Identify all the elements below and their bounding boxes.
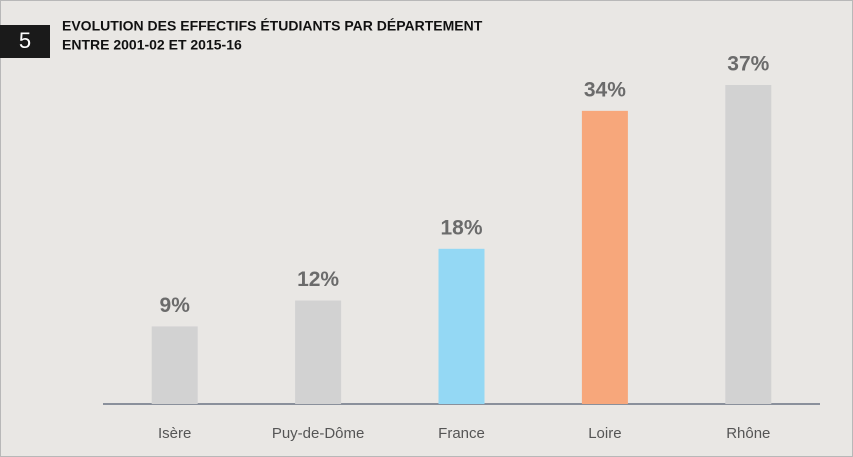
data-label: 18% <box>440 216 482 239</box>
bar <box>438 248 485 404</box>
x-tick-label: France <box>438 425 485 442</box>
figure-number: 5 <box>19 28 31 53</box>
bar <box>295 300 342 404</box>
chart-title: ENTRE 2001-02 ET 2015-16 <box>62 37 242 53</box>
data-label: 34% <box>584 78 626 101</box>
data-label: 12% <box>297 268 339 291</box>
x-tick-label: Rhône <box>726 425 770 442</box>
figure-badge <box>0 25 50 58</box>
chart-title: EVOLUTION DES EFFECTIFS ÉTUDIANTS PAR DÉ… <box>62 18 483 34</box>
x-tick-label: Loire <box>588 425 621 442</box>
bar <box>581 110 628 404</box>
bar <box>151 326 198 404</box>
x-tick-label: Puy-de-Dôme <box>272 425 365 442</box>
data-label: 9% <box>160 294 191 317</box>
bar <box>725 85 772 404</box>
x-tick-label: Isère <box>158 425 191 442</box>
data-label: 37% <box>727 53 769 76</box>
